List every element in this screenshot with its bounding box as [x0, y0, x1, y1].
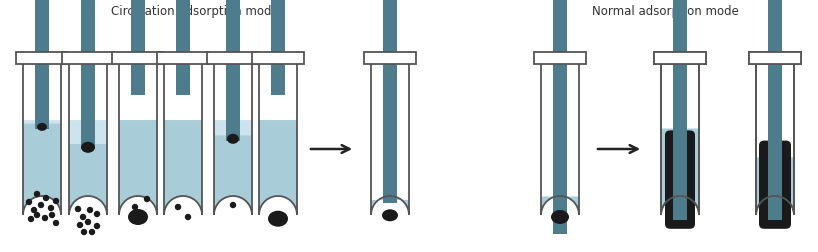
Bar [749, 53, 801, 65]
Bar [364, 53, 416, 65]
Circle shape [88, 208, 92, 213]
Circle shape [176, 205, 181, 210]
PathPatch shape [371, 196, 409, 215]
Ellipse shape [382, 209, 398, 222]
Bar [157, 53, 209, 65]
PathPatch shape [69, 144, 107, 215]
PathPatch shape [23, 121, 61, 215]
Circle shape [48, 206, 53, 211]
Ellipse shape [551, 210, 569, 224]
PathPatch shape [259, 121, 297, 215]
Bar [673, 0, 687, 220]
Ellipse shape [268, 211, 288, 227]
FancyBboxPatch shape [674, 140, 686, 218]
Bar [252, 53, 303, 65]
PathPatch shape [541, 65, 579, 215]
PathPatch shape [164, 65, 202, 215]
PathPatch shape [371, 196, 409, 215]
PathPatch shape [69, 65, 107, 215]
Circle shape [43, 216, 47, 220]
Bar [176, 0, 190, 95]
PathPatch shape [23, 124, 61, 215]
PathPatch shape [541, 196, 579, 215]
Bar [768, 0, 782, 220]
PathPatch shape [23, 65, 61, 215]
PathPatch shape [661, 129, 699, 215]
Bar [16, 53, 68, 65]
PathPatch shape [164, 121, 202, 215]
PathPatch shape [661, 65, 699, 215]
Bar [35, 0, 49, 129]
Circle shape [82, 230, 87, 235]
Text: Normal adsorption mode: Normal adsorption mode [591, 5, 739, 18]
Bar [383, 0, 397, 204]
Bar [654, 53, 706, 65]
Circle shape [672, 220, 677, 225]
Bar [131, 0, 145, 95]
Circle shape [29, 217, 34, 222]
PathPatch shape [661, 129, 699, 215]
Circle shape [680, 222, 685, 227]
Circle shape [34, 213, 39, 218]
Circle shape [95, 224, 100, 229]
Circle shape [75, 207, 80, 212]
Bar [534, 53, 586, 65]
PathPatch shape [756, 158, 794, 215]
Circle shape [86, 220, 91, 225]
Circle shape [32, 208, 37, 213]
Bar [271, 0, 285, 95]
Bar [654, 53, 706, 65]
Bar [768, 0, 782, 220]
PathPatch shape [541, 196, 579, 215]
PathPatch shape [259, 121, 297, 215]
PathPatch shape [69, 121, 107, 215]
Ellipse shape [81, 142, 95, 153]
PathPatch shape [214, 65, 252, 215]
Ellipse shape [128, 209, 148, 225]
Circle shape [78, 223, 83, 228]
Circle shape [38, 203, 43, 208]
FancyBboxPatch shape [759, 141, 791, 229]
Circle shape [141, 215, 146, 220]
PathPatch shape [214, 121, 252, 215]
PathPatch shape [119, 65, 157, 215]
Circle shape [145, 197, 150, 202]
Bar [62, 53, 114, 65]
Ellipse shape [37, 123, 47, 131]
Circle shape [685, 218, 690, 223]
Circle shape [95, 212, 100, 217]
Circle shape [26, 200, 32, 205]
Bar [81, 0, 95, 149]
PathPatch shape [371, 65, 409, 215]
Circle shape [89, 230, 95, 235]
Circle shape [53, 199, 59, 204]
Bar [673, 0, 687, 220]
Text: Circulation adsorption mode: Circulation adsorption mode [111, 5, 279, 18]
PathPatch shape [119, 121, 157, 215]
Bar [749, 53, 801, 65]
Circle shape [80, 215, 86, 220]
Circle shape [133, 205, 137, 210]
PathPatch shape [756, 158, 794, 215]
Circle shape [186, 215, 191, 220]
Ellipse shape [227, 134, 239, 144]
Bar [207, 53, 258, 65]
Circle shape [53, 220, 59, 226]
PathPatch shape [119, 121, 157, 215]
Bar [553, 0, 567, 234]
PathPatch shape [164, 121, 202, 215]
Circle shape [34, 192, 39, 197]
PathPatch shape [214, 136, 252, 215]
PathPatch shape [259, 65, 297, 215]
FancyBboxPatch shape [770, 150, 780, 218]
PathPatch shape [756, 65, 794, 215]
FancyBboxPatch shape [665, 131, 695, 229]
Circle shape [50, 213, 55, 218]
Bar [226, 0, 240, 141]
Bar [112, 53, 164, 65]
Circle shape [43, 196, 48, 201]
Circle shape [231, 203, 236, 208]
